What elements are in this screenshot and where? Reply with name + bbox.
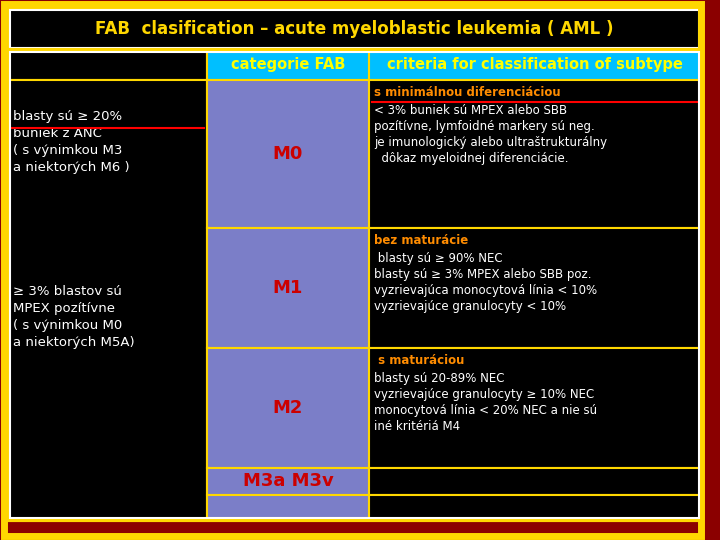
Bar: [369, 228, 701, 348]
Text: blasty sú 20-89% NEC: blasty sú 20-89% NEC: [374, 372, 505, 385]
Bar: [207, 468, 369, 495]
Bar: [10, 52, 699, 518]
Text: vyzrievajúce granulocyty ≥ 10% NEC: vyzrievajúce granulocyty ≥ 10% NEC: [374, 388, 595, 401]
Text: ≥ 3% blastov sú: ≥ 3% blastov sú: [13, 285, 122, 298]
Text: criteria for classification of subtype: criteria for classification of subtype: [387, 57, 683, 72]
Bar: [10, 10, 699, 48]
Text: M0: M0: [273, 145, 303, 163]
Bar: [207, 228, 369, 348]
Text: ( s výnimkou M0: ( s výnimkou M0: [13, 319, 122, 332]
Text: vyzrievajúca monocytová línia < 10%: vyzrievajúca monocytová línia < 10%: [374, 284, 598, 297]
Bar: [369, 50, 701, 80]
Bar: [207, 50, 369, 80]
Bar: [207, 348, 369, 468]
Bar: [8, 50, 207, 80]
Text: blasty sú ≥ 90% NEC: blasty sú ≥ 90% NEC: [374, 252, 503, 265]
Text: M3a M3v: M3a M3v: [243, 472, 333, 490]
Text: ( s výnimkou M3: ( s výnimkou M3: [13, 144, 122, 157]
Bar: [8, 50, 701, 520]
Bar: [8, 80, 207, 520]
Text: s minimálnou diferenciáciou: s minimálnou diferenciáciou: [374, 86, 561, 99]
Text: je imunologický alebo ultraštrukturálny: je imunologický alebo ultraštrukturálny: [374, 136, 607, 149]
Text: categorie FAB: categorie FAB: [231, 57, 345, 72]
Text: blasty sú ≥ 20%: blasty sú ≥ 20%: [13, 110, 122, 123]
Text: a niektorých M6 ): a niektorých M6 ): [13, 161, 130, 174]
Bar: [8, 8, 701, 50]
Bar: [207, 80, 369, 228]
Bar: [369, 80, 701, 228]
Text: buniek z ANC: buniek z ANC: [13, 127, 102, 140]
Text: < 3% buniek sú MPEX alebo SBB: < 3% buniek sú MPEX alebo SBB: [374, 104, 567, 117]
Text: M1: M1: [273, 279, 303, 297]
Text: bez maturácie: bez maturácie: [374, 234, 469, 247]
Bar: [369, 495, 701, 520]
Text: a niektorých M5A): a niektorých M5A): [13, 336, 135, 349]
Text: monocytová línia < 20% NEC a nie sú: monocytová línia < 20% NEC a nie sú: [374, 404, 598, 417]
Text: MPEX pozítívne: MPEX pozítívne: [13, 302, 114, 315]
Text: dôkaz myeloidnej diferenciácie.: dôkaz myeloidnej diferenciácie.: [374, 152, 569, 165]
Text: FAB  clasification – acute myeloblastic leukemia ( AML ): FAB clasification – acute myeloblastic l…: [95, 20, 613, 38]
Text: vyzrievajúce granulocyty < 10%: vyzrievajúce granulocyty < 10%: [374, 300, 566, 313]
Text: M2: M2: [273, 399, 303, 417]
Text: blasty sú ≥ 3% MPEX alebo SBB poz.: blasty sú ≥ 3% MPEX alebo SBB poz.: [374, 268, 592, 281]
Bar: [369, 468, 701, 495]
Text: iné kritériá M4: iné kritériá M4: [374, 420, 460, 433]
Bar: [207, 495, 369, 520]
Bar: [369, 348, 701, 468]
Text: s maturáciou: s maturáciou: [374, 354, 464, 367]
Text: pozítívne, lymfoidné markery sú neg.: pozítívne, lymfoidné markery sú neg.: [374, 120, 595, 133]
